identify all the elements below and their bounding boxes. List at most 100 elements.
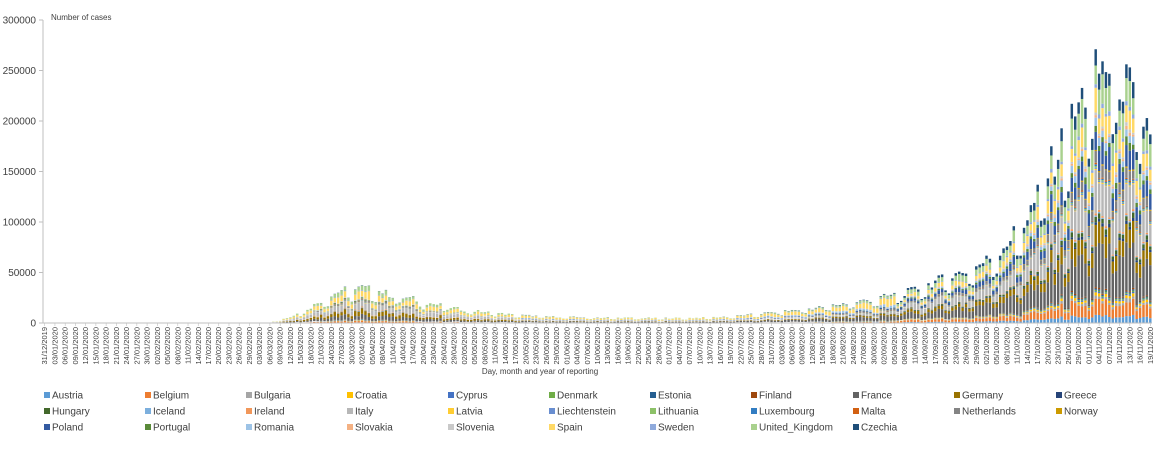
- bar-segment: [309, 317, 313, 320]
- bar-segment: [1036, 245, 1039, 247]
- bar-segment: [367, 303, 371, 313]
- bar-segment: [760, 314, 763, 316]
- bar-segment: [1149, 303, 1152, 305]
- bar-segment: [548, 321, 551, 323]
- bar-segment: [1080, 232, 1084, 234]
- bar-segment: [934, 306, 937, 308]
- bar-segment: [1056, 309, 1060, 319]
- bar-segment: [1138, 189, 1142, 202]
- bar-segment: [879, 296, 882, 299]
- bar-segment: [408, 297, 412, 301]
- bar-segment: [804, 314, 807, 317]
- bar-segment: [968, 321, 971, 323]
- bar-segment: [920, 316, 923, 321]
- bar-segment: [1084, 298, 1087, 300]
- x-tick-label: 12/01/2020: [81, 327, 90, 365]
- bar-segment: [1149, 221, 1152, 223]
- bar-segment: [1138, 277, 1142, 301]
- bar-segment: [476, 311, 480, 315]
- bar-segment: [1118, 130, 1121, 150]
- bar-segment: [589, 321, 592, 323]
- bar-segment: [1033, 220, 1036, 222]
- bar-segment: [1118, 110, 1121, 127]
- bar-segment: [456, 308, 459, 312]
- bar-segment: [910, 321, 913, 323]
- bar-segment: [1101, 128, 1104, 131]
- bar-segment: [975, 301, 978, 306]
- bar-segment: [538, 318, 541, 320]
- bar-segment: [1145, 150, 1149, 154]
- bar-segment: [1135, 307, 1138, 309]
- bar-segment: [1029, 230, 1033, 232]
- bar-segment: [357, 299, 360, 301]
- bar-segment: [1149, 308, 1152, 319]
- bar-segment: [343, 314, 347, 320]
- bar-segment: [306, 319, 309, 321]
- bar-segment: [364, 286, 367, 292]
- bar-segment: [398, 309, 401, 311]
- bar-segment: [1121, 232, 1125, 234]
- bar-segment: [807, 310, 811, 314]
- bar-segment: [313, 306, 316, 310]
- bar-segment: [1145, 302, 1149, 305]
- bar-segment: [1094, 168, 1097, 171]
- bar-segment: [998, 267, 1002, 272]
- bar-segment: [415, 304, 418, 309]
- bar-segment: [1070, 229, 1074, 232]
- bar-segment: [1121, 190, 1125, 200]
- bar-segment: [975, 275, 978, 280]
- bar-segment: [558, 318, 562, 320]
- bar-segment: [1084, 263, 1087, 297]
- bar-segment: [1053, 217, 1056, 222]
- bar-segment: [1114, 300, 1118, 304]
- bar-segment: [794, 315, 797, 317]
- bar-segment: [855, 302, 859, 305]
- bar-segment: [384, 315, 388, 320]
- bar-segment: [1142, 304, 1145, 317]
- bar-segment: [978, 300, 981, 302]
- bar-segment: [371, 318, 374, 321]
- bar-segment: [736, 320, 739, 323]
- bar-segment: [1149, 265, 1152, 301]
- bar-segment: [354, 311, 357, 317]
- bar-segment: [333, 310, 336, 312]
- bar-segment: [1070, 315, 1074, 323]
- bar-segment: [835, 316, 838, 319]
- bar-segment: [934, 297, 937, 299]
- bar-segment: [678, 318, 681, 320]
- bar-segment: [1111, 184, 1114, 187]
- bar-segment: [1029, 308, 1033, 309]
- bar-segment: [702, 317, 705, 320]
- bar-segment: [1012, 314, 1016, 316]
- bar-segment: [1101, 103, 1104, 109]
- bar-segment: [408, 321, 412, 323]
- bar-segment: [937, 282, 940, 287]
- bar-segment: [493, 317, 497, 319]
- bar-segment: [1043, 279, 1046, 281]
- bar-segment: [818, 314, 821, 316]
- bar-segment: [1091, 222, 1094, 224]
- bar-segment: [1053, 243, 1056, 244]
- bar-segment: [1101, 296, 1104, 298]
- bar-segment: [412, 317, 415, 321]
- bar-segment: [647, 321, 650, 323]
- bar-segment: [1050, 302, 1053, 304]
- bar-segment: [1087, 306, 1091, 307]
- bar-segment: [1142, 296, 1145, 298]
- bar-segment: [1050, 218, 1053, 220]
- bar-segment: [1097, 179, 1101, 181]
- bar-segment: [1118, 198, 1121, 232]
- bar-segment: [859, 313, 862, 315]
- bar-segment: [1138, 234, 1142, 236]
- bar-segment: [1060, 180, 1063, 187]
- bar-segment: [473, 311, 476, 314]
- bar-segment: [1022, 312, 1026, 314]
- bar-segment: [1087, 158, 1091, 167]
- bar-segment: [1121, 141, 1125, 158]
- bar-segment: [1070, 161, 1074, 164]
- bar-segment: [1073, 172, 1077, 175]
- bar-segment: [412, 321, 415, 323]
- bar-segment: [961, 281, 964, 282]
- bar-segment: [913, 296, 917, 298]
- bar-segment: [1046, 178, 1050, 187]
